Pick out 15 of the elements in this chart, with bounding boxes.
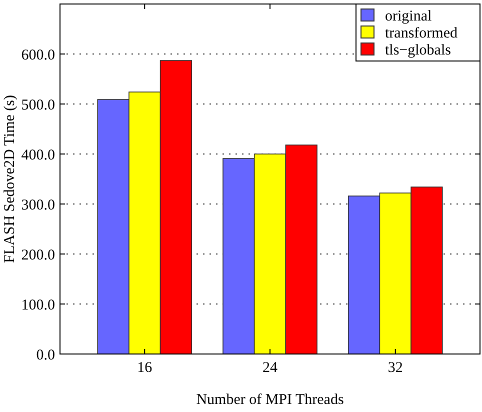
y-axis-title: FLASH Sedove2D Time (s) [2, 95, 18, 263]
y-tick-label: 200.0 [21, 247, 55, 264]
legend-label: transformed [385, 25, 458, 42]
y-tick-label: 600.0 [21, 47, 55, 64]
x-tick-label: 24 [262, 360, 278, 376]
x-axis-title: Number of MPI Threads [196, 392, 344, 408]
y-tick-label: 100.0 [21, 297, 55, 314]
y-tick-label: 500.0 [21, 97, 55, 114]
legend-label: original [385, 8, 432, 24]
x-tick-label: 16 [137, 360, 153, 376]
legend-label: tls−globals [385, 42, 452, 58]
y-tick-label: 0.0 [36, 347, 55, 364]
x-tick-label: 32 [388, 360, 403, 376]
y-tick-label: 400.0 [21, 147, 55, 164]
y-tick-label: 300.0 [21, 197, 55, 214]
